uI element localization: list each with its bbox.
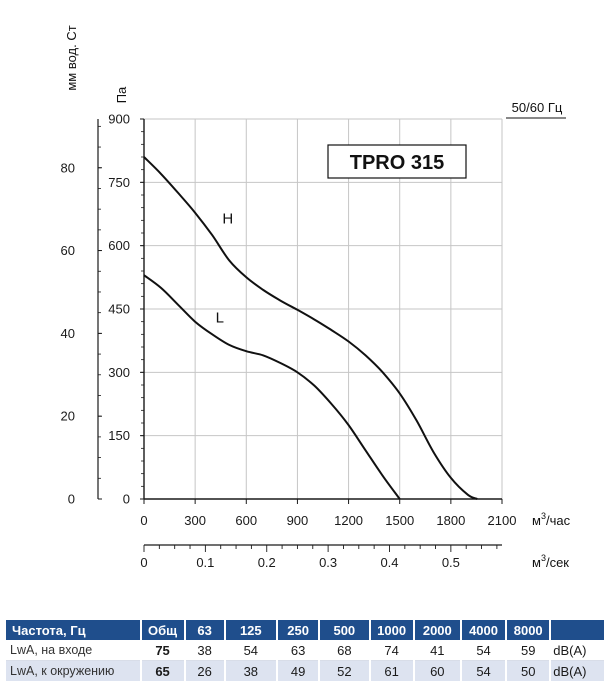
mm-tick-label: 20 xyxy=(61,409,75,424)
header-total: Общ xyxy=(140,620,186,640)
x-unit-rest: /час xyxy=(546,513,571,528)
chart-curves xyxy=(143,156,478,500)
chart-grid xyxy=(144,118,503,499)
curve-label-l: L xyxy=(216,310,224,327)
cell-value: 50 xyxy=(506,660,552,681)
mm-tick-label: 0 xyxy=(68,492,75,507)
x-tick-label: 2100 xyxy=(488,513,517,528)
x2-tick-label: 0 xyxy=(140,555,147,570)
row-unit: dB(A) xyxy=(550,640,606,661)
row-label: LwA, к окружению xyxy=(6,660,142,681)
x-tick-label: 1200 xyxy=(334,513,363,528)
sound-data-table: Частота, Гц Общ 63 125 250 500 1000 2000… xyxy=(6,620,606,681)
header-frequency: Частота, Гц xyxy=(6,620,142,640)
chart-labels: 0 150 300 450 600 750 900 0 20 40 60 80 0 300 600 900 12… xyxy=(61,25,571,570)
cell-value: 68 xyxy=(319,640,371,661)
y-tick-label: 300 xyxy=(108,365,130,380)
cell-value: 54 xyxy=(460,640,508,661)
header-unit xyxy=(550,620,606,640)
row-label: LwA, на входе xyxy=(6,640,142,661)
cell-value: 74 xyxy=(369,640,415,661)
x-tick-label: 300 xyxy=(184,513,206,528)
x-tick-label: 600 xyxy=(235,513,257,528)
row-unit: dB(A) xyxy=(550,660,606,681)
header-4000: 4000 xyxy=(460,620,508,640)
header-63: 63 xyxy=(184,620,226,640)
cell-value: 38 xyxy=(224,660,279,681)
chart-axes xyxy=(97,118,503,552)
row-total: 65 xyxy=(140,660,186,681)
frequency-label: 50/60 Гц xyxy=(512,100,563,115)
mm-tick-label: 40 xyxy=(61,326,75,341)
curve-L xyxy=(143,274,401,500)
x2-tick-label: 0.5 xyxy=(442,555,460,570)
cell-value: 59 xyxy=(506,640,552,661)
x2-unit-base: м xyxy=(532,555,541,570)
table-row: LwA, к окружению 65 26 38 49 52 61 60 54… xyxy=(6,660,606,681)
x2-unit-rest: /сек xyxy=(546,555,569,570)
header-2000: 2000 xyxy=(413,620,462,640)
cell-value: 61 xyxy=(369,660,415,681)
header-125: 125 xyxy=(224,620,279,640)
cell-value: 54 xyxy=(460,660,508,681)
curve-H xyxy=(143,156,478,500)
mm-tick-label: 60 xyxy=(61,243,75,258)
x2-tick-label: 0.1 xyxy=(196,555,214,570)
x2-tick-label: 0.4 xyxy=(380,555,398,570)
cell-value: 49 xyxy=(277,660,321,681)
x-tick-label: 900 xyxy=(287,513,309,528)
cell-value: 52 xyxy=(319,660,371,681)
table-header-row: Частота, Гц Общ 63 125 250 500 1000 2000… xyxy=(6,620,606,640)
y-tick-label: 0 xyxy=(123,492,130,507)
pa-axis-title: Па xyxy=(114,86,129,103)
cell-value: 60 xyxy=(413,660,462,681)
header-8000: 8000 xyxy=(506,620,552,640)
x2-unit-sup: 3 xyxy=(541,553,546,563)
y-tick-label: 600 xyxy=(108,238,130,253)
cell-value: 26 xyxy=(184,660,226,681)
cell-value: 63 xyxy=(277,640,321,661)
mm-tick-label: 80 xyxy=(61,160,75,175)
header-500: 500 xyxy=(319,620,371,640)
x-unit-sup: 3 xyxy=(541,511,546,521)
x-tick-label: 1500 xyxy=(385,513,414,528)
cell-value: 41 xyxy=(413,640,462,661)
model-title-box xyxy=(327,144,467,179)
header-250: 250 xyxy=(277,620,321,640)
x-tick-label: 1800 xyxy=(436,513,465,528)
x2-tick-label: 0.3 xyxy=(319,555,337,570)
table-row: LwA, на входе 75 38 54 63 68 74 41 54 59… xyxy=(6,640,606,661)
x2-tick-label: 0.2 xyxy=(258,555,276,570)
row-total: 75 xyxy=(140,640,186,661)
mm-axis-title: мм вод. Ст xyxy=(64,25,79,90)
y-tick-label: 150 xyxy=(108,428,130,443)
curve-label-h: H xyxy=(222,211,233,228)
fan-performance-chart: 0 150 300 450 600 750 900 0 20 40 60 80 0 300 600 900 12… xyxy=(61,25,571,570)
y-tick-label: 450 xyxy=(108,302,130,317)
x-tick-label: 0 xyxy=(140,513,147,528)
y-tick-label: 750 xyxy=(108,175,130,190)
x-axis-unit: м3/час xyxy=(532,511,571,528)
model-title: TPRO 315 xyxy=(350,152,444,174)
cell-value: 54 xyxy=(224,640,279,661)
y-tick-label: 900 xyxy=(108,112,130,127)
cell-value: 38 xyxy=(184,640,226,661)
x2-axis-unit: м3/сек xyxy=(532,553,569,570)
header-1000: 1000 xyxy=(369,620,415,640)
x-unit-base: м xyxy=(532,513,541,528)
